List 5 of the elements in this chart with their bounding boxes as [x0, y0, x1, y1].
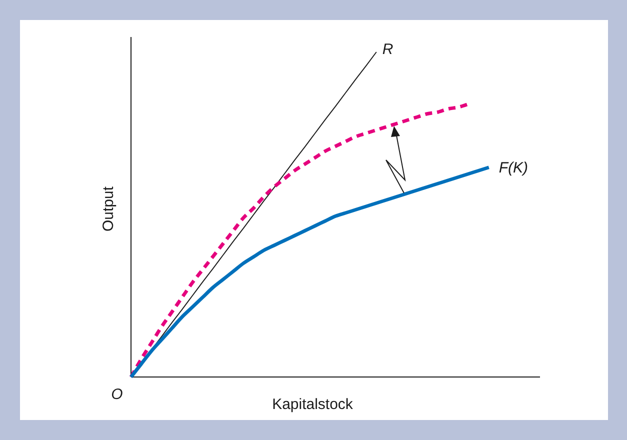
series-label: R — [382, 41, 394, 58]
y-axis-title: Output — [100, 186, 117, 232]
x-axis-title: Kapitalstock — [272, 396, 354, 413]
series-label: F(K) — [498, 159, 528, 176]
text: O — [111, 386, 124, 403]
